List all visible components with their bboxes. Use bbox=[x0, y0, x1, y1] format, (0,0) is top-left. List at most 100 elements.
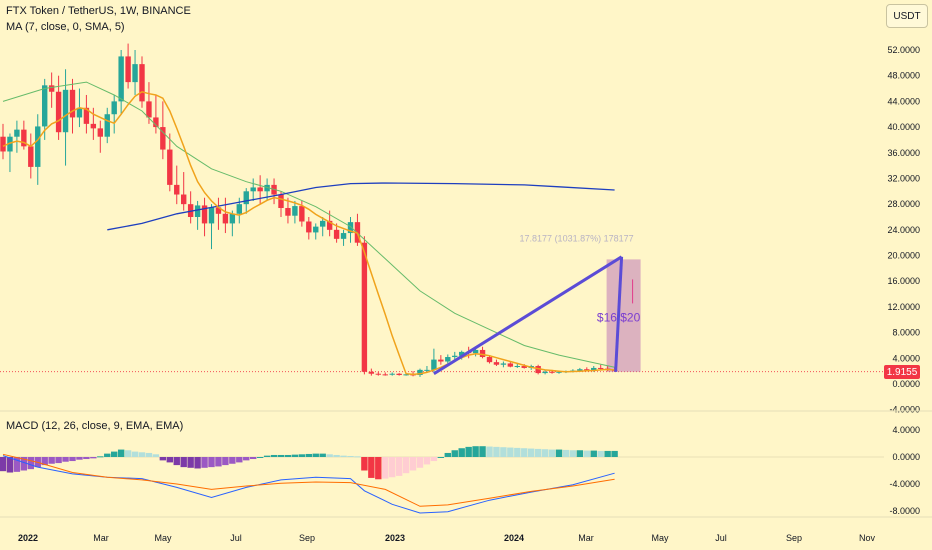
candle-body bbox=[452, 355, 458, 358]
candle-body bbox=[361, 242, 368, 372]
macd-histogram-bar bbox=[263, 455, 271, 457]
macd-histogram-bar bbox=[180, 457, 187, 468]
candle-body bbox=[35, 126, 41, 167]
macd-histogram-bar bbox=[229, 457, 236, 464]
macd-histogram-bar bbox=[215, 457, 222, 467]
macd-histogram-bar bbox=[576, 450, 584, 457]
candle-body bbox=[62, 89, 69, 133]
macd-histogram-bar bbox=[541, 449, 549, 457]
macd-histogram-bar bbox=[437, 457, 445, 458]
macd-histogram-bar bbox=[375, 457, 382, 480]
candle-body bbox=[375, 373, 381, 375]
macd-histogram-bar bbox=[90, 457, 97, 459]
price-tick-label: 48.0000 bbox=[887, 71, 920, 81]
candle-body bbox=[396, 373, 402, 376]
macd-histogram-bar bbox=[479, 446, 486, 457]
macd-histogram-bar bbox=[395, 457, 403, 476]
macd-histogram-bar bbox=[83, 457, 90, 460]
macd-histogram-bar bbox=[590, 450, 597, 457]
candle-body bbox=[42, 85, 48, 127]
candle-body bbox=[500, 363, 507, 365]
macd-histogram-bar bbox=[534, 448, 542, 457]
price-tick-label: 44.0000 bbox=[887, 96, 920, 106]
macd-histogram-bar bbox=[117, 449, 125, 457]
candle-body bbox=[591, 367, 597, 371]
macd-histogram-bar bbox=[354, 456, 361, 458]
macd-histogram-bar bbox=[256, 457, 264, 458]
macd-histogram-bar bbox=[159, 457, 167, 461]
candle-body bbox=[320, 220, 326, 227]
macd-histogram-bar bbox=[277, 454, 285, 457]
macd-histogram-bar bbox=[465, 446, 472, 457]
macd-histogram-bar bbox=[76, 457, 83, 460]
candle-body bbox=[306, 221, 312, 233]
currency-unit-button[interactable]: USDT bbox=[886, 4, 928, 28]
candle-body bbox=[382, 374, 388, 376]
candle-body bbox=[299, 206, 305, 222]
macd-histogram-bar bbox=[48, 457, 55, 464]
macd-histogram-bar bbox=[409, 457, 417, 471]
price-axis[interactable]: 52.0000 48.0000 44.0000 40.0000 36.0000 32.00… bbox=[887, 45, 920, 415]
candle-body bbox=[403, 374, 409, 376]
price-tick-label: -4.0000 bbox=[889, 405, 920, 415]
candle-body bbox=[83, 107, 90, 124]
candle-body bbox=[146, 101, 152, 118]
candle-body bbox=[201, 205, 208, 224]
macd-histogram-bar bbox=[528, 448, 535, 457]
candle-body bbox=[181, 194, 187, 205]
price-tick-label: 12.0000 bbox=[887, 302, 920, 312]
macd-histogram-bar bbox=[500, 447, 507, 457]
candle-body bbox=[472, 349, 479, 354]
candle-body bbox=[229, 213, 236, 224]
candle-body bbox=[347, 222, 354, 234]
macd-histogram-bar bbox=[138, 452, 146, 457]
macd-histogram-bar bbox=[493, 446, 500, 457]
time-axis[interactable]: 2022 Mar May Jul Sep 2023 2024 Mar May Jul Sep Nov bbox=[18, 533, 876, 543]
candle-body bbox=[55, 91, 62, 133]
macd-signal-line bbox=[2, 453, 615, 507]
price-projection-tool[interactable]: 17.8177 (1031.87%) 178177 $16 $20 bbox=[520, 233, 641, 324]
macd-histogram-bar bbox=[361, 457, 368, 471]
macd-axis[interactable]: 4.0000 0.0000 -4.0000 -8.0000 bbox=[889, 425, 920, 516]
macd-histogram-bar bbox=[243, 457, 250, 461]
candle-body bbox=[153, 117, 159, 128]
candle-body bbox=[431, 359, 437, 370]
candle-body bbox=[424, 369, 430, 371]
candle-body bbox=[292, 206, 298, 216]
price-tick-label: 8.0000 bbox=[892, 328, 920, 338]
candle-body bbox=[514, 366, 520, 368]
macd-histogram-bar bbox=[611, 450, 618, 457]
candle-body bbox=[479, 349, 486, 358]
macd-tick-label: 4.0000 bbox=[892, 425, 920, 435]
macd-histogram-bar bbox=[27, 457, 34, 470]
price-tick-label: 52.0000 bbox=[887, 45, 920, 55]
candle-body bbox=[333, 229, 340, 239]
macd-histogram-bar bbox=[55, 457, 62, 464]
macd-histogram-bar bbox=[486, 446, 493, 457]
candle-body bbox=[167, 149, 173, 185]
candle-body bbox=[417, 369, 423, 376]
candle-body bbox=[194, 205, 201, 217]
candle-body bbox=[368, 371, 375, 374]
macd-histogram-bar bbox=[521, 448, 528, 457]
macd-histogram-bar bbox=[444, 452, 451, 457]
candle-body bbox=[215, 207, 222, 214]
candle-body bbox=[285, 208, 291, 216]
macd-histogram-bar bbox=[187, 457, 194, 468]
macd-histogram-bar bbox=[20, 457, 28, 471]
candle-body bbox=[111, 101, 117, 115]
candle-body bbox=[132, 64, 138, 83]
macd-tick-label: 0.0000 bbox=[892, 452, 920, 462]
candle-body bbox=[577, 369, 583, 371]
macd-histogram-bar bbox=[458, 448, 465, 457]
macd-histogram-bar bbox=[208, 457, 215, 468]
macd-histogram-bar bbox=[340, 455, 347, 457]
candle-body bbox=[208, 207, 215, 224]
chart-title: FTX Token / TetherUS, 1W, BINANCE bbox=[6, 5, 191, 17]
macd-histogram-bar bbox=[507, 447, 514, 457]
macd-histogram-bar bbox=[124, 450, 132, 457]
ma7-line bbox=[2, 90, 615, 376]
macd-histogram-bar bbox=[236, 457, 243, 463]
macd-histogram-bar bbox=[291, 454, 299, 457]
